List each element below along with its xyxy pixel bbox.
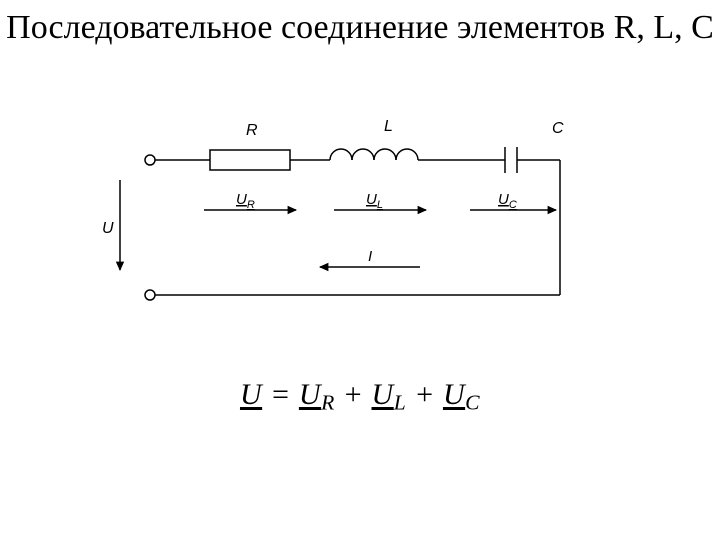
slide-title: Последовательное соединение элементов R,… (0, 8, 720, 47)
current-arrow: I (320, 248, 420, 267)
ur-label: UR (236, 191, 255, 211)
inductor-label: L (384, 118, 393, 135)
kvl-equation: U = UR + UL + UC (0, 378, 720, 415)
input-terminal-top (145, 155, 155, 165)
capacitor-symbol (505, 147, 517, 173)
eq-UC: U (443, 378, 465, 411)
eq-U: U (240, 378, 262, 411)
ul-arrow: UL (334, 191, 426, 211)
uc-label: UC (498, 191, 517, 211)
rlc-circuit-diagram: R L C U UR UL UC (100, 105, 620, 315)
ur-arrow: UR (204, 191, 296, 211)
capacitor-label: C (552, 120, 564, 137)
input-terminal-bottom (145, 290, 155, 300)
eq-UR: U (299, 378, 321, 411)
eq-UL: U (372, 378, 394, 411)
inductor-symbol (330, 149, 418, 160)
resistor-label: R (246, 122, 258, 139)
current-label: I (368, 248, 372, 265)
resistor-symbol (210, 150, 290, 170)
source-voltage-label: U (102, 220, 114, 237)
source-voltage-arrow: U (102, 180, 120, 270)
uc-arrow: UC (470, 191, 556, 211)
ul-label: UL (366, 191, 383, 211)
